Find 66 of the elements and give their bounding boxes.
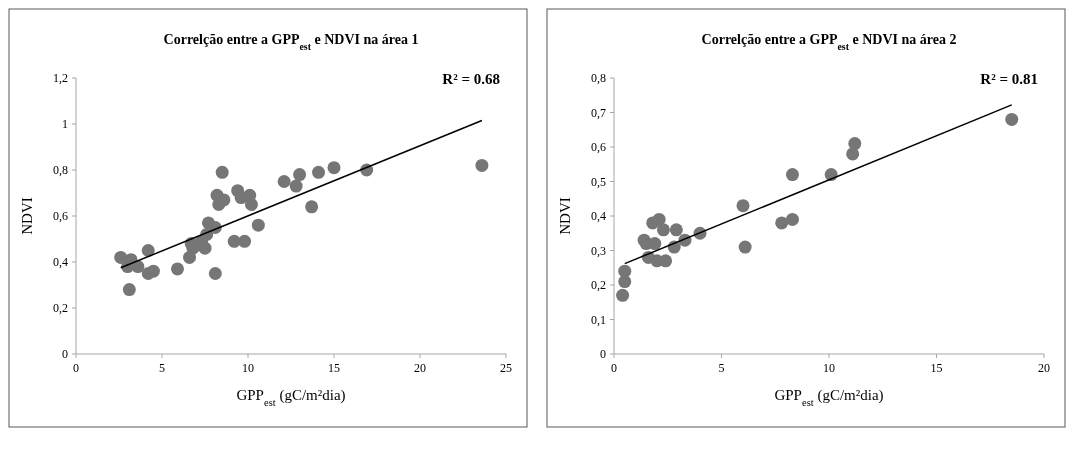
point xyxy=(208,267,222,280)
point xyxy=(659,254,673,268)
point xyxy=(656,223,670,237)
y-axis-title: NDVI xyxy=(19,197,35,235)
chart-title: Correlção entre a GPP$_{est}$ e NDVI na área 1 xyxy=(163,32,419,52)
x-tick-label: 20 xyxy=(414,361,426,375)
y-tick-label: 0,6 xyxy=(591,140,606,155)
y-tick-label: 0,4 xyxy=(53,255,68,270)
y-tick-label: 0 xyxy=(62,347,68,362)
x-tick-label: 0 xyxy=(611,361,617,375)
x-tick-label: 5 xyxy=(718,361,725,375)
x-tick-label: 5 xyxy=(159,361,165,375)
y-tick-label: 0,8 xyxy=(591,71,606,86)
point xyxy=(312,165,326,179)
point xyxy=(215,165,229,179)
y-tick-label: 0,7 xyxy=(591,105,606,120)
point xyxy=(327,161,341,175)
x-tick-label: 10 xyxy=(242,361,254,375)
x-axis-title: GPP$_{est}$ (gC/m²dia) xyxy=(774,387,884,408)
y-tick-label: 0,2 xyxy=(591,278,606,293)
y-tick-label: 1 xyxy=(62,117,68,132)
annotation: R² = 0.68 xyxy=(442,71,500,87)
y-tick-label: 0,1 xyxy=(591,312,606,327)
y-tick-label: 0 xyxy=(600,347,606,362)
point xyxy=(122,283,136,297)
point xyxy=(648,237,662,251)
point xyxy=(785,212,799,226)
chart-title: Correlção entre a GPP$_{est}$ e NDVI na área 2 xyxy=(701,32,957,52)
x-tick-label: 25 xyxy=(500,361,512,375)
annotation: R² = 0.81 xyxy=(980,71,1038,87)
point xyxy=(244,198,258,211)
y-tick-label: 1,2 xyxy=(53,71,68,86)
point xyxy=(238,234,252,248)
x-tick-label: 20 xyxy=(1038,361,1050,375)
point xyxy=(616,288,630,302)
point xyxy=(475,158,489,172)
point xyxy=(1005,112,1019,126)
point xyxy=(146,264,160,278)
point xyxy=(289,179,303,193)
y-tick-label: 0,6 xyxy=(53,209,68,224)
y-tick-label: 0,8 xyxy=(53,163,68,178)
point xyxy=(198,241,212,255)
y-axis-title: NDVI xyxy=(557,197,573,235)
point xyxy=(738,240,752,254)
x-tick-label: 10 xyxy=(823,361,835,375)
y-tick-label: 0,5 xyxy=(591,174,606,189)
x-tick-label: 15 xyxy=(930,361,943,375)
x-tick-label: 15 xyxy=(328,361,340,375)
point xyxy=(618,264,632,278)
y-tick-label: 0,3 xyxy=(591,243,606,258)
point xyxy=(277,175,291,188)
point xyxy=(170,262,184,276)
point xyxy=(652,212,666,226)
x-axis-title: GPP$_{est}$ (gC/m²dia) xyxy=(236,387,346,408)
point xyxy=(736,199,750,213)
point xyxy=(293,168,307,182)
point xyxy=(141,244,155,257)
point xyxy=(775,216,789,230)
point xyxy=(669,223,683,237)
point xyxy=(305,200,319,214)
y-tick-label: 0,4 xyxy=(591,209,606,224)
x-tick-label: 0 xyxy=(73,361,79,375)
point xyxy=(785,168,799,182)
point xyxy=(848,137,862,151)
y-tick-label: 0,2 xyxy=(53,301,68,316)
point xyxy=(251,218,265,232)
